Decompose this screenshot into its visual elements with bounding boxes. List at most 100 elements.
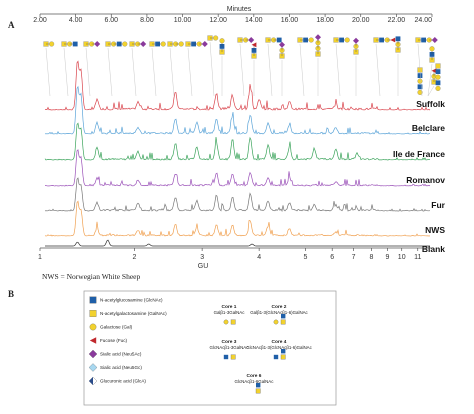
top-axis: Minutes 2.00 4.00 6.00 8.00 10.00 12.00 14.00 1… (33, 6, 433, 24)
galactose-symbol (435, 74, 441, 80)
glcnac-symbol (435, 80, 441, 86)
glycan-structure (265, 37, 282, 43)
neu5ac-symbol (140, 41, 147, 47)
glcnac-symbol (273, 354, 279, 360)
trace-line-fur (44, 177, 431, 213)
leader-line (267, 43, 273, 97)
neu5ac-symbol (201, 41, 208, 47)
legend-symbol (89, 337, 97, 344)
legend-label: Glucuronic acid (GlcA) (100, 379, 146, 384)
core-desc: Galβ1-3GalNAc (214, 310, 246, 315)
legend-item: Sialic acid (Neu5Gc) (88, 363, 142, 372)
glcnac-symbol (256, 383, 261, 388)
core-title: Core 4 (272, 339, 287, 345)
glcnac-symbol (417, 84, 423, 90)
bottom-tick-label: 7 (352, 254, 356, 261)
leader-line (187, 47, 193, 97)
fucose-symbol (251, 42, 257, 48)
legend-item: Galactose (Gal) (89, 323, 133, 331)
glycan-structure (83, 41, 101, 47)
bottom-tick-label: 9 (386, 254, 390, 261)
galactose-symbol (122, 41, 128, 47)
galactose-symbol (213, 35, 219, 41)
galnac-symbol (280, 319, 286, 325)
leader-line (85, 47, 91, 97)
galactose-symbol (429, 46, 435, 52)
bottom-axis: GU 1 2 3 4 5 6 7 8 9 10 11 (38, 247, 432, 270)
bottom-tick-label: 8 (369, 254, 373, 261)
bottom-tick-label: 3 (200, 254, 204, 261)
glycan-structure (297, 37, 314, 43)
glycan-structure (251, 42, 257, 59)
glcnac-symbol (281, 349, 286, 354)
bottom-tick-label: 4 (257, 254, 261, 261)
trace-label: Fur (431, 200, 445, 210)
trace-line-belclare (44, 85, 431, 135)
galnac-symbol (230, 319, 236, 325)
glycan-structure (43, 41, 55, 47)
glycan-structure (373, 37, 396, 43)
glycan-structure (105, 41, 128, 47)
neu5ac-symbol (315, 34, 321, 41)
fucose-symbol (390, 37, 396, 43)
glcnac-symbol (72, 41, 78, 47)
leader-line (209, 41, 215, 97)
core-title: Core 3 (222, 339, 237, 345)
leader-line (151, 47, 157, 97)
glycan-legend: N-acetylglucosamine (GlcNAc) N-acetylgala… (83, 290, 337, 406)
glcnac-symbol (281, 314, 286, 319)
top-tick-label: 16.00 (281, 17, 299, 24)
glycan-structure (185, 41, 208, 47)
top-axis-title: Minutes (227, 6, 252, 13)
neu5ac-symbol (431, 37, 438, 43)
glycan-structure (333, 37, 350, 43)
glycan-structure (415, 37, 438, 43)
top-tick-label: 14.00 (245, 17, 263, 24)
bottom-axis-title: GU (198, 263, 209, 270)
glycan-structure (435, 63, 441, 91)
glycan-structure (219, 38, 225, 55)
galactose-symbol (344, 37, 350, 43)
galactose-symbol (273, 319, 279, 325)
galactose-symbol (223, 319, 229, 325)
neu5ac-symbol (94, 41, 101, 47)
legend-symbol (89, 377, 93, 385)
leader-line (45, 47, 51, 97)
leader-line (107, 47, 113, 97)
neu5ac-symbol (248, 37, 255, 43)
trace-line-romanov (45, 149, 431, 187)
leader-line (427, 85, 435, 97)
top-tick-label: 12.00 (209, 17, 227, 24)
glycan-structure (395, 36, 401, 53)
glycan-structure (431, 68, 437, 85)
galactose-symbol (417, 89, 423, 95)
core-desc: GlcNAcβ1-3GalNAc (210, 345, 250, 350)
trace-line-suffolk (44, 60, 431, 111)
legend-label: Fucose (Fuc) (100, 338, 128, 343)
bottom-tick-label: 6 (330, 254, 334, 261)
glycan-structure (279, 41, 285, 59)
trace-label: Romanov (406, 175, 445, 185)
galnac-symbol (255, 388, 261, 394)
legend-symbol (89, 323, 97, 331)
core-desc: GlcNAcβ1-6GalNAc (235, 379, 275, 384)
legend-item: N-acetylglucosamine (GlcNAc) (89, 296, 163, 304)
galactose-symbol (308, 37, 314, 43)
glycan-structure (315, 34, 321, 57)
trace-line-nws (44, 200, 431, 237)
legend-label: Galactose (Gal) (100, 325, 133, 330)
legend-label: Sialic acid (Neu5Gc) (100, 365, 142, 370)
neu5ac-symbol (279, 41, 285, 48)
panel-label-b: B (8, 289, 14, 299)
core-title: Core 1 (222, 304, 237, 310)
galnac-symbol (280, 354, 286, 360)
trace-label: Suffolk (416, 99, 445, 109)
top-tick-label: 20.00 (352, 17, 370, 24)
legend-symbol (88, 363, 98, 372)
core-title: Core 2 (272, 304, 287, 310)
glcnac-symbol (435, 69, 441, 74)
